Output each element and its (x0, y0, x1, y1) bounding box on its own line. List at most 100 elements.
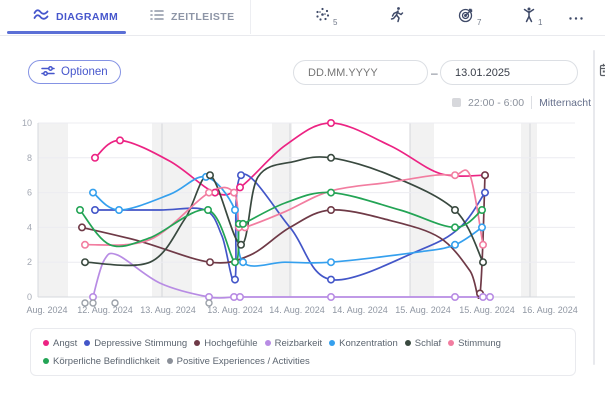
legend-item[interactable]: Stimmung (448, 335, 501, 351)
legend-item[interactable]: Hochgefühle (194, 335, 258, 351)
data-point-schlaf (206, 171, 215, 180)
data-point-k-rperliche-befindlichkeit (204, 206, 213, 215)
legend-dot (166, 358, 173, 364)
positive-experience-marker (89, 299, 97, 307)
data-point-hochgef-hle (78, 223, 87, 232)
legend-dot (404, 340, 411, 346)
data-point-reizbarkeit (326, 293, 335, 302)
ellipsis-icon (568, 8, 584, 26)
y-tick-label: 0 (27, 292, 32, 302)
chart-svg: 0 2 4 6 8 10 Aug. 2024 12. Aug. 2024 13. Aug. 20… (22, 118, 578, 315)
target-icon (458, 6, 475, 28)
night-band-swatch (452, 98, 462, 107)
data-point-depressive-stimmung (231, 275, 240, 284)
date-range-start-field[interactable] (293, 60, 466, 85)
more-menu-button[interactable] (568, 0, 584, 34)
y-tick-label: 2 (27, 257, 32, 267)
start-date-input[interactable] (306, 65, 452, 80)
runner-icon (389, 6, 404, 28)
data-point-k-rperliche-befindlichkeit (239, 219, 248, 228)
x-tick-label: 14. Aug. 2024 (269, 305, 325, 315)
calendar-icon[interactable] (599, 63, 605, 82)
options-button-label: Optionen (61, 66, 108, 78)
data-point-schlaf (237, 240, 246, 249)
person-count: 1 (538, 17, 543, 27)
legend-item[interactable]: Angst (43, 335, 77, 351)
y-tick-label: 10 (22, 118, 32, 128)
data-point-depressive-stimmung (326, 275, 335, 284)
data-point-angst (326, 119, 335, 128)
legend-item[interactable]: Körperliche Befindlichkeit (43, 353, 160, 369)
midnight-label: Mitternacht (539, 96, 591, 109)
data-point-konzentration (231, 206, 240, 215)
legend-item[interactable]: Konzentration (329, 335, 398, 351)
tab-diagramm[interactable]: DIAGRAMM (33, 0, 118, 34)
legend-dot (194, 340, 201, 346)
mood-chart: 0 2 4 6 8 10 Aug. 2024 12. Aug. 2024 13. Aug. 20… (0, 113, 605, 325)
data-point-k-rperliche-befindlichkeit (231, 258, 240, 267)
data-point-k-rperliche-befindlichkeit (76, 206, 85, 215)
legend-divider (531, 96, 533, 109)
tab-zeitleiste[interactable]: ZEITLEISTE (150, 0, 235, 34)
x-tick-label: 15. Aug. 2024 (395, 305, 451, 315)
legend-item[interactable]: Reizbarkeit (264, 335, 323, 351)
sliders-icon (41, 65, 55, 80)
wellbeing-person-button[interactable]: 1 (522, 0, 542, 34)
positive-experience-marker (111, 299, 119, 307)
data-point-schlaf (326, 153, 335, 162)
person-icon (522, 6, 536, 28)
options-button[interactable]: Optionen (28, 60, 121, 84)
data-point-reizbarkeit (450, 293, 459, 302)
date-range-end-field[interactable] (440, 60, 605, 85)
legend-dot (43, 340, 49, 346)
x-tick-label: 16. Aug. 2024 (522, 305, 578, 315)
data-point-angst (236, 183, 245, 192)
legend-item-label: Stimmung (458, 337, 501, 349)
symptoms-burst-button[interactable]: 5 (314, 0, 337, 34)
data-point-konzentration (115, 206, 124, 215)
data-point-depressive-stimmung (480, 188, 489, 197)
tabbar-divider (250, 0, 251, 34)
legend-item[interactable]: Positive Experiences / Activities (166, 353, 310, 369)
data-point-konzentration (239, 258, 248, 267)
data-point-konzentration (450, 240, 459, 249)
end-date-input[interactable] (453, 65, 599, 80)
legend-item[interactable]: Schlaf (404, 335, 441, 351)
x-tick-label: 13. Aug. 2024 (207, 305, 263, 315)
data-point-konzentration (326, 258, 335, 267)
data-point-depressive-stimmung (91, 206, 100, 215)
data-point-reizbarkeit (89, 293, 98, 302)
legend-item-label: Angst (53, 337, 78, 349)
data-point-hochgef-hle (326, 206, 335, 215)
legend-dot (43, 358, 49, 364)
night-band (521, 123, 537, 297)
legend-item-label: Positive Experiences / Activities (176, 355, 310, 367)
tab-diagramm-label: DIAGRAMM (56, 11, 119, 23)
night-range-label: 22:00 - 6:00 (468, 96, 525, 109)
legend-item[interactable]: Depressive Stimmung (84, 335, 187, 351)
activity-runner-button[interactable] (389, 0, 404, 34)
active-tab-underline (7, 31, 126, 34)
data-point-stimmung (478, 240, 487, 249)
date-range-separator: – (431, 66, 438, 80)
series-line-angst (94, 122, 486, 196)
burst-icon (314, 6, 331, 28)
legend-dot (264, 340, 271, 346)
tab-zeitleiste-label: ZEITLEISTE (171, 11, 235, 23)
legend-item-label: Reizbarkeit (274, 337, 323, 349)
scrollbar[interactable] (593, 50, 595, 365)
goals-target-button[interactable]: 7 (458, 0, 481, 34)
data-point-stimmung (205, 188, 214, 197)
data-point-angst (116, 136, 125, 145)
data-point-schlaf (81, 258, 90, 267)
night-band (410, 123, 434, 297)
data-point-stimmung (450, 171, 459, 180)
y-tick-label: 8 (27, 153, 32, 163)
target-count: 7 (477, 17, 482, 27)
data-point-k-rperliche-befindlichkeit (326, 188, 335, 197)
legend-item-label: Hochgefühle (204, 337, 258, 349)
data-point-reizbarkeit (205, 293, 214, 302)
legend-dot (84, 340, 91, 346)
positive-experience-marker (205, 299, 213, 307)
x-tick-label: 14. Aug. 2024 (332, 305, 388, 315)
